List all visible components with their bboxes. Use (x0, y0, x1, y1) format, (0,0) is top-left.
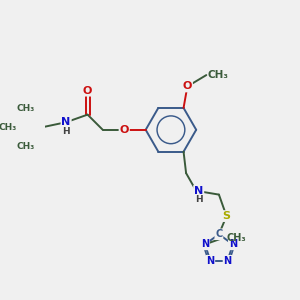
Text: H: H (195, 195, 202, 204)
Text: N: N (229, 239, 237, 249)
Text: CH₃: CH₃ (16, 142, 35, 151)
Text: CH₃: CH₃ (16, 104, 35, 113)
Text: H: H (62, 127, 70, 136)
Text: N: N (194, 186, 203, 196)
Text: CH₃: CH₃ (0, 123, 17, 132)
Text: N: N (201, 239, 209, 249)
Text: O: O (119, 125, 129, 135)
Text: CH₃: CH₃ (208, 70, 229, 80)
Text: S: S (223, 211, 230, 221)
Text: N: N (61, 117, 71, 127)
Text: O: O (83, 85, 92, 96)
Text: C: C (215, 229, 223, 239)
Text: CH₃: CH₃ (226, 233, 246, 243)
Text: N: N (224, 256, 232, 266)
Text: N: N (206, 256, 214, 266)
Text: O: O (183, 82, 192, 92)
